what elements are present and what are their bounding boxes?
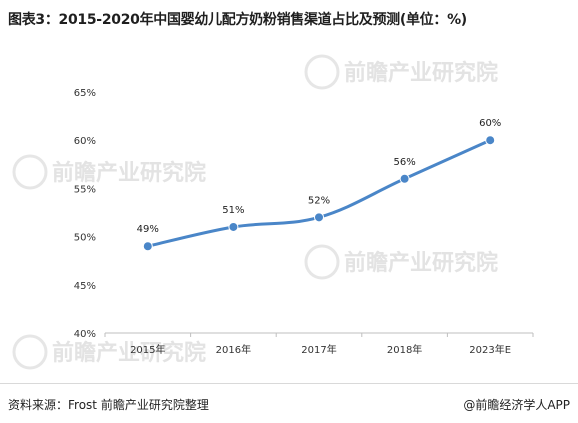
data-point [228, 221, 239, 232]
watermark-logo-icon [304, 244, 340, 280]
y-tick-label: 60% [74, 136, 96, 147]
line-chart: 前瞻产业研究院 前瞻产业研究院 前瞻产业研究院 前瞻产业研究院 40% 45% 50… [12, 54, 534, 370]
data-point [314, 212, 324, 223]
watermark-layer: 前瞻产业研究院 前瞻产业研究院 前瞻产业研究院 前瞻产业研究院 [12, 54, 498, 370]
series-line [146, 138, 492, 248]
x-tick-label: 2017年 [301, 343, 336, 356]
data-label: 52% [308, 195, 330, 206]
data-point [142, 241, 153, 252]
watermark-text: 前瞻产业研究院 [52, 340, 206, 366]
data-point [485, 135, 496, 146]
watermark-logo-icon [12, 334, 48, 370]
y-tick-label: 65% [74, 88, 96, 99]
y-tick-label: 45% [74, 281, 96, 292]
watermark-text: 前瞻产业研究院 [52, 160, 206, 186]
data-label: 56% [393, 157, 415, 168]
y-tick-label: 50% [74, 233, 96, 244]
footer: 资料来源：Frost 前瞻产业研究院整理 @前瞻经济学人APP [0, 383, 578, 423]
data-label: 60% [479, 118, 501, 129]
watermark-logo-icon [304, 54, 340, 90]
data-label: 49% [137, 224, 159, 235]
source-note: 资料来源：Frost 前瞻产业研究院整理 [8, 398, 209, 412]
y-tick-label: 55% [74, 184, 96, 195]
y-axis: 40% 45% 50% 55% 60% 65% [74, 88, 96, 340]
x-tick-label: 2016年 [216, 343, 251, 356]
x-axis: 2015年 2016年 2017年 2018年 2023年E [104, 332, 534, 356]
watermark-logo-icon [12, 154, 48, 190]
x-tick-label: 2015年 [130, 343, 165, 356]
watermark-text: 前瞻产业研究院 [344, 60, 498, 86]
x-tick-label: 2018年 [387, 343, 422, 356]
watermark-text: 前瞻产业研究院 [344, 250, 498, 276]
footer-divider [0, 383, 578, 384]
data-point [399, 173, 410, 184]
credit-note: @前瞻经济学人APP [463, 398, 570, 412]
data-label: 51% [222, 205, 244, 216]
x-tick-label: 2023年E [469, 343, 511, 356]
y-tick-label: 40% [74, 329, 96, 340]
plot-area: 49% 51% 52% 56% 60% [137, 118, 501, 252]
chart-title: 图表3：2015-2020年中国婴幼儿配方奶粉销售渠道占比及预测(单位：%) [8, 12, 467, 28]
